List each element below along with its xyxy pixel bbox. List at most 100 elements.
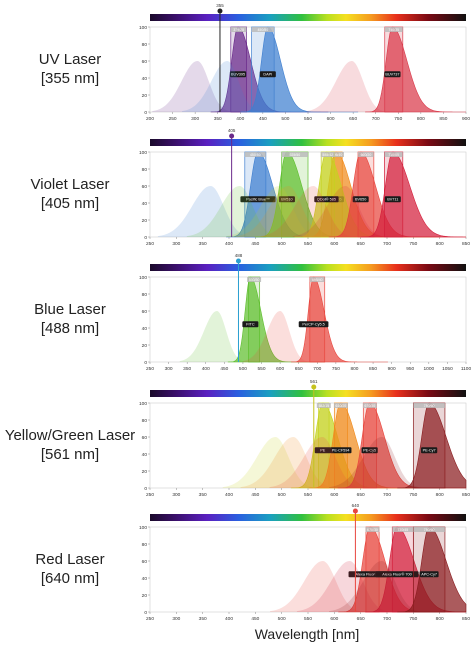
x-tick-label: 250 bbox=[146, 492, 154, 498]
filter-label-box bbox=[251, 27, 275, 32]
filter-label: 660/20 bbox=[361, 153, 372, 157]
x-tick-label: 550 bbox=[304, 116, 312, 122]
x-tick-label: 550 bbox=[258, 366, 266, 372]
laser-name: Red Laser bbox=[35, 551, 105, 568]
filter-label-box bbox=[281, 152, 308, 157]
filter-label-box bbox=[230, 27, 247, 32]
laser-name: UV Laser bbox=[38, 51, 102, 68]
filter-label-box bbox=[247, 277, 262, 282]
filter-label-box bbox=[320, 152, 335, 157]
laser-name: Violet Laser bbox=[30, 176, 110, 193]
dye-badge bbox=[278, 196, 295, 203]
laser-marker bbox=[352, 508, 358, 514]
dye-name-label: BV510 bbox=[281, 198, 292, 202]
y-tick-label: 100 bbox=[139, 401, 147, 407]
x-tick-label: 1100 bbox=[461, 366, 472, 372]
x-tick-label: 450 bbox=[251, 616, 259, 622]
y-tick-label: 60 bbox=[142, 559, 148, 565]
filter-band bbox=[384, 26, 404, 113]
y-tick-label: 100 bbox=[139, 525, 147, 531]
filter-label: 740/35 bbox=[388, 28, 399, 32]
x-tick-label: 700 bbox=[383, 616, 391, 622]
x-tick-label: 650 bbox=[357, 616, 365, 622]
y-tick-label: 20 bbox=[142, 469, 148, 475]
filter-label: 670/30 bbox=[367, 528, 378, 532]
excitation-area bbox=[179, 311, 255, 362]
x-tick-label: 350 bbox=[183, 366, 191, 372]
y-tick-label: 40 bbox=[142, 452, 148, 458]
y-tick-label: 40 bbox=[142, 76, 148, 82]
spectrum-svg-red: 0 20 40 60 80 100 250 300 350 400 450 500 550 600 650 7… bbox=[139, 503, 470, 622]
filter-label-box bbox=[413, 403, 445, 408]
panel-uv: UV Laser [355 nm] 0 20 40 60 80 100 200 250 300 3… bbox=[0, 0, 474, 128]
x-tick-label: 500 bbox=[278, 616, 286, 622]
x-tick-label: 350 bbox=[199, 616, 207, 622]
dye-badge bbox=[242, 321, 259, 328]
excitation-area bbox=[269, 437, 375, 488]
x-tick-label: 400 bbox=[225, 616, 233, 622]
spectrum-color-bar bbox=[150, 264, 466, 271]
filter-label-box bbox=[309, 277, 325, 282]
x-tick-label: 400 bbox=[225, 492, 233, 498]
dye-badge bbox=[314, 196, 339, 203]
x-tick-label: 850 bbox=[462, 241, 470, 247]
spectrum-plot-red: 0 20 40 60 80 100 250 300 350 400 450 500 550 600 650 7… bbox=[139, 500, 474, 628]
y-tick-label: 40 bbox=[142, 201, 148, 207]
x-tick-label: 450 bbox=[251, 492, 259, 498]
x-tick-label: 250 bbox=[146, 616, 154, 622]
panel-blue: Blue Laser [488 nm] 0 20 40 60 80 100 250 300 35… bbox=[0, 250, 474, 378]
filter-label: 585/42 bbox=[322, 153, 333, 157]
y-tick-label: 80 bbox=[142, 167, 148, 173]
filter-label: 610/20 bbox=[336, 404, 347, 408]
filter-label: 780/60 bbox=[424, 404, 435, 408]
filter-label: 450/50 bbox=[250, 153, 261, 157]
spectrum-svg-blue: 0 20 40 60 80 100 250 300 350 400 450 500 550 600 650 7… bbox=[139, 253, 472, 372]
dye-name-label: FITC bbox=[246, 323, 255, 327]
x-tick-label: 900 bbox=[388, 366, 396, 372]
x-tick-label: 800 bbox=[436, 616, 444, 622]
excitation-area bbox=[260, 186, 366, 237]
x-tick-label: 750 bbox=[409, 492, 417, 498]
filter-band bbox=[251, 26, 275, 113]
dye-name-label: Alexa Fluor® 647 bbox=[355, 573, 384, 577]
dye-badge bbox=[419, 571, 439, 578]
spectrum-svg-yellowgreen: 0 20 40 60 80 100 250 300 350 400 450 500 550 600 650 7… bbox=[139, 379, 470, 498]
filter-label: 450/50 bbox=[257, 28, 268, 32]
y-tick-label: 20 bbox=[142, 593, 148, 599]
filter-label: 670/30 bbox=[365, 404, 376, 408]
x-tick-label: 500 bbox=[281, 116, 289, 122]
laser-marker bbox=[229, 133, 235, 139]
dye-name-label: PE-Cy5 bbox=[363, 449, 376, 453]
x-tick-label: 350 bbox=[214, 116, 222, 122]
x-tick-label: 300 bbox=[172, 616, 180, 622]
y-tick-label: 40 bbox=[142, 326, 148, 332]
dye-badge bbox=[421, 447, 438, 454]
y-tick-label: 80 bbox=[142, 292, 148, 298]
laser-marker-label: 561 bbox=[310, 379, 318, 384]
spectrum-plot-uv: 0 20 40 60 80 100 200 250 300 350 400 450 500 550 600 6… bbox=[139, 0, 474, 128]
x-tick-label: 800 bbox=[350, 366, 358, 372]
excitation-area bbox=[186, 186, 293, 237]
laser-marker-label: 405 bbox=[228, 128, 236, 133]
dye-name-label: PE-Cy7 bbox=[423, 449, 436, 453]
laser-marker bbox=[235, 258, 241, 264]
filter-label-box bbox=[384, 27, 403, 32]
dye-name-label: Alexa Fluor® 700 bbox=[382, 573, 411, 577]
dye-badge bbox=[384, 196, 401, 203]
laser-marker-label: 488 bbox=[235, 253, 243, 258]
x-tick-label: 750 bbox=[409, 241, 417, 247]
x-tick-label: 300 bbox=[165, 366, 173, 372]
y-tick-label: 40 bbox=[142, 576, 148, 582]
x-tick-label: 600 bbox=[327, 116, 335, 122]
x-tick-label: 800 bbox=[417, 116, 425, 122]
laser-label-uv: UV Laser [355 nm] bbox=[0, 50, 140, 88]
x-tick-label: 650 bbox=[295, 366, 303, 372]
y-tick-label: 80 bbox=[142, 42, 148, 48]
y-tick-label: 20 bbox=[142, 93, 148, 99]
laser-label-violet: Violet Laser [405 nm] bbox=[0, 175, 140, 213]
x-tick-label: 550 bbox=[304, 241, 312, 247]
x-tick-label: 750 bbox=[409, 616, 417, 622]
x-tick-label: 950 bbox=[406, 366, 414, 372]
laser-wavelength: [561 nm] bbox=[40, 446, 100, 463]
x-tick-label: 850 bbox=[439, 116, 447, 122]
